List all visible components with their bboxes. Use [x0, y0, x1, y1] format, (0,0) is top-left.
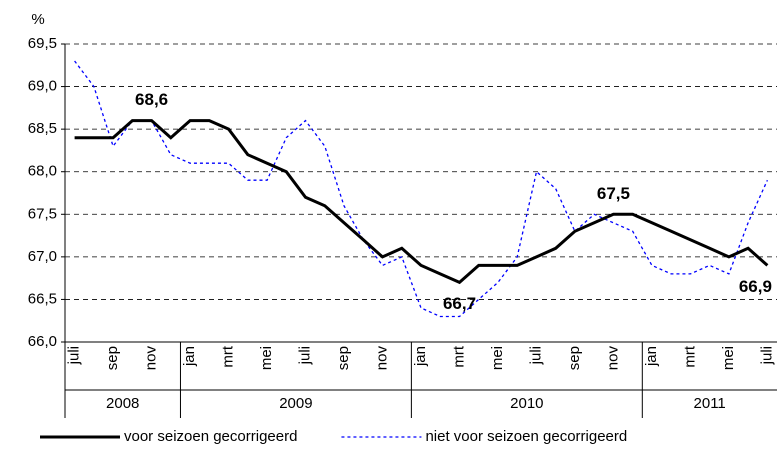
series-line — [74, 60, 768, 318]
series-line — [74, 119, 769, 285]
x-tick-label: jan — [412, 346, 429, 367]
value-label: 66,9 — [739, 277, 772, 296]
x-tick-label: mrt — [450, 345, 467, 367]
y-tick-label: 66,5 — [28, 290, 57, 307]
y-unit: % — [31, 11, 44, 28]
x-tick-label: sep — [335, 346, 352, 370]
value-label: 67,5 — [597, 184, 630, 203]
x-group-label: 2011 — [694, 395, 726, 412]
x-tick-label: juli — [66, 346, 83, 365]
x-tick-label: jan — [643, 346, 660, 367]
legend-label: niet voor seizoen gecorrigeerd — [425, 428, 627, 445]
y-tick-label: 67,0 — [28, 248, 57, 265]
x-tick-label: nov — [373, 346, 390, 371]
x-tick-label: sep — [104, 346, 121, 370]
legend-label: voor seizoen gecorrigeerd — [124, 428, 297, 445]
y-tick-label: 67,5 — [28, 205, 57, 222]
x-tick-label: nov — [604, 346, 621, 371]
x-tick-label: mei — [720, 346, 737, 370]
x-tick-label: jan — [181, 346, 198, 367]
value-label: 66,7 — [443, 294, 476, 313]
x-tick-label: juli — [527, 346, 544, 365]
x-tick-label: sep — [566, 346, 583, 370]
x-tick-label: mrt — [220, 345, 237, 367]
x-tick-label: mrt — [681, 345, 698, 367]
x-group-label: 2008 — [106, 395, 139, 412]
value-label: 68,6 — [135, 90, 168, 109]
x-group-label: 2010 — [510, 395, 543, 412]
x-group-label: 2009 — [279, 395, 312, 412]
x-tick-label: juli — [297, 346, 314, 365]
x-tick-label: juli — [758, 346, 775, 365]
x-tick-label: nov — [143, 346, 160, 371]
y-tick-label: 69,0 — [28, 78, 57, 95]
y-tick-label: 68,5 — [28, 120, 57, 137]
x-tick-label: mei — [489, 346, 506, 370]
x-tick-label: mei — [258, 346, 275, 370]
y-tick-label: 69,5 — [28, 35, 57, 52]
y-tick-label: 66,0 — [28, 333, 57, 350]
y-tick-label: 68,0 — [28, 163, 57, 180]
